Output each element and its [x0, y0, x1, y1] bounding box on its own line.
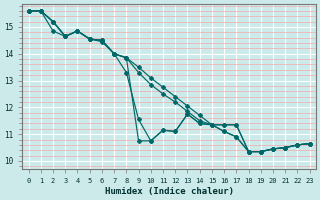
X-axis label: Humidex (Indice chaleur): Humidex (Indice chaleur) [105, 187, 234, 196]
